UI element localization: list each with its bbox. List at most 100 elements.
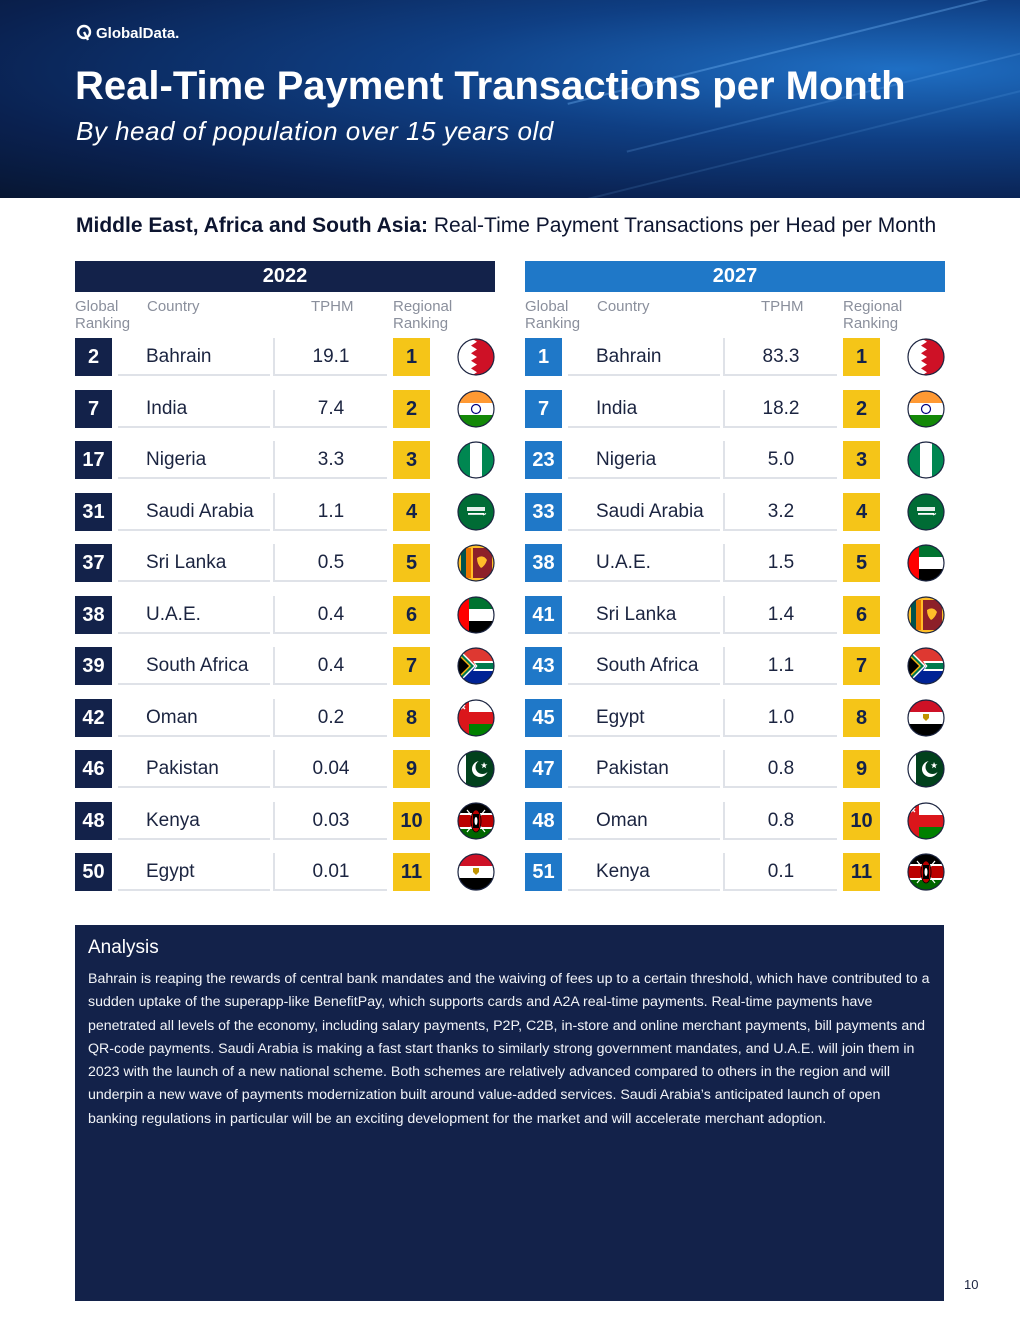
- tphm-value: 1.1: [273, 492, 387, 531]
- regional-ranking: 5: [843, 544, 880, 582]
- country-name: Oman: [568, 802, 720, 840]
- regional-ranking: 9: [393, 750, 430, 788]
- global-ranking: 38: [75, 595, 112, 634]
- global-ranking: 2: [75, 338, 112, 376]
- country-name: Egypt: [568, 699, 720, 737]
- regional-ranking: 2: [843, 389, 880, 428]
- table-rows: 2 Bahrain 19.1 1 7 India 7.4 2 17 Nigeria 3.3 3 31 Sa…: [75, 338, 495, 905]
- global-ranking: 38: [525, 544, 562, 582]
- regional-ranking: 10: [393, 801, 430, 840]
- global-ranking: 41: [525, 595, 562, 634]
- regional-ranking: 7: [393, 647, 430, 685]
- saudi-arabia-flag-icon: [907, 492, 945, 531]
- year-header: 2027: [525, 261, 945, 292]
- regional-ranking: 6: [843, 595, 880, 634]
- global-ranking: 45: [525, 698, 562, 737]
- global-ranking: 48: [525, 801, 562, 840]
- table-row: 48 Kenya 0.03 10: [75, 801, 495, 854]
- global-ranking: 51: [525, 853, 562, 891]
- tphm-value: 83.3: [723, 338, 837, 376]
- tphm-value: 0.5: [273, 544, 387, 582]
- regional-ranking: 4: [393, 492, 430, 531]
- regional-ranking: 3: [843, 441, 880, 479]
- tphm-value: 0.4: [273, 595, 387, 634]
- regional-ranking: 7: [843, 647, 880, 685]
- egypt-flag-icon: [907, 698, 945, 737]
- country-name: Kenya: [568, 853, 720, 891]
- oman-flag-icon: [907, 801, 945, 840]
- page-title: Real-Time Payment Transactions per Month: [75, 64, 906, 108]
- table-row: 45 Egypt 1.0 8: [525, 698, 945, 751]
- tphm-value: 0.04: [273, 750, 387, 788]
- country-name: Pakistan: [568, 750, 720, 788]
- global-ranking: 1: [525, 338, 562, 376]
- analysis-body: Bahrain is reaping the rewards of centra…: [88, 971, 930, 1127]
- year-header: 2022: [75, 261, 495, 292]
- regional-ranking-header: Regional Ranking: [393, 298, 453, 332]
- tphm-value: 3.3: [273, 441, 387, 479]
- regional-ranking: 2: [393, 389, 430, 428]
- pakistan-flag-icon: [907, 750, 945, 788]
- sri-lanka-flag-icon: [457, 544, 495, 582]
- south-africa-flag-icon: [907, 647, 945, 685]
- country-name: Nigeria: [568, 441, 720, 479]
- tphm-value: 0.4: [273, 647, 387, 685]
- country-header: Country: [147, 298, 200, 315]
- global-ranking: 48: [75, 801, 112, 840]
- country-name: Kenya: [118, 802, 270, 840]
- analysis-box: Analysis Bahrain is reaping the rewards …: [75, 925, 944, 1301]
- header-banner: GlobalData. Real-Time Payment Transactio…: [0, 0, 1020, 198]
- table-row: 43 South Africa 1.1 7: [525, 647, 945, 699]
- table-row: 48 Oman 0.8 10: [525, 801, 945, 854]
- table-row: 46 Pakistan 0.04 9: [75, 750, 495, 802]
- tphm-header: TPHM: [761, 298, 804, 315]
- regional-ranking: 10: [843, 801, 880, 840]
- tphm-value: 5.0: [723, 441, 837, 479]
- table-row: 7 India 18.2 2: [525, 389, 945, 442]
- regional-ranking: 3: [393, 441, 430, 479]
- table-row: 41 Sri Lanka 1.4 6: [525, 595, 945, 648]
- country-name: Oman: [118, 699, 270, 737]
- india-flag-icon: [907, 389, 945, 428]
- regional-ranking: 11: [843, 853, 880, 891]
- egypt-flag-icon: [457, 853, 495, 891]
- regional-ranking: 1: [843, 338, 880, 376]
- section-title: Middle East, Africa and South Asia: Real…: [76, 214, 936, 238]
- regional-ranking: 9: [843, 750, 880, 788]
- table-row: 23 Nigeria 5.0 3: [525, 441, 945, 493]
- regional-ranking: 1: [393, 338, 430, 376]
- regional-ranking: 6: [393, 595, 430, 634]
- tphm-value: 1.0: [723, 698, 837, 737]
- country-name: U.A.E.: [568, 544, 720, 582]
- global-ranking: 47: [525, 750, 562, 788]
- uae-flag-icon: [457, 595, 495, 634]
- logo-text: GlobalData.: [96, 24, 180, 42]
- tphm-value: 7.4: [273, 389, 387, 428]
- country-name: Bahrain: [568, 338, 720, 376]
- pakistan-flag-icon: [457, 750, 495, 788]
- column-headers: Global Ranking Country TPHM Regional Ran…: [525, 292, 945, 338]
- globaldata-logo: GlobalData.: [76, 24, 179, 42]
- uae-flag-icon: [907, 544, 945, 582]
- ranking-table-2027: 2027 Global Ranking Country TPHM Regiona…: [525, 261, 945, 905]
- table-row: 7 India 7.4 2: [75, 389, 495, 442]
- country-name: India: [568, 390, 720, 428]
- column-headers: Global Ranking Country TPHM Regional Ran…: [75, 292, 495, 338]
- global-ranking: 7: [525, 389, 562, 428]
- regional-ranking-header: Regional Ranking: [843, 298, 903, 332]
- table-row: 1 Bahrain 83.3 1: [525, 338, 945, 390]
- tphm-value: 0.03: [273, 801, 387, 840]
- analysis-heading: Analysis: [88, 937, 159, 958]
- table-row: 42 Oman 0.2 8: [75, 698, 495, 751]
- oman-flag-icon: [457, 698, 495, 737]
- global-ranking: 46: [75, 750, 112, 788]
- country-name: Sri Lanka: [118, 544, 270, 582]
- global-ranking: 50: [75, 853, 112, 891]
- tphm-value: 1.5: [723, 544, 837, 582]
- global-ranking: 39: [75, 647, 112, 685]
- regional-ranking: 11: [393, 853, 430, 891]
- tphm-value: 0.8: [723, 801, 837, 840]
- kenya-flag-icon: [457, 801, 495, 840]
- nigeria-flag-icon: [907, 441, 945, 479]
- table-row: 31 Saudi Arabia 1.1 4: [75, 492, 495, 545]
